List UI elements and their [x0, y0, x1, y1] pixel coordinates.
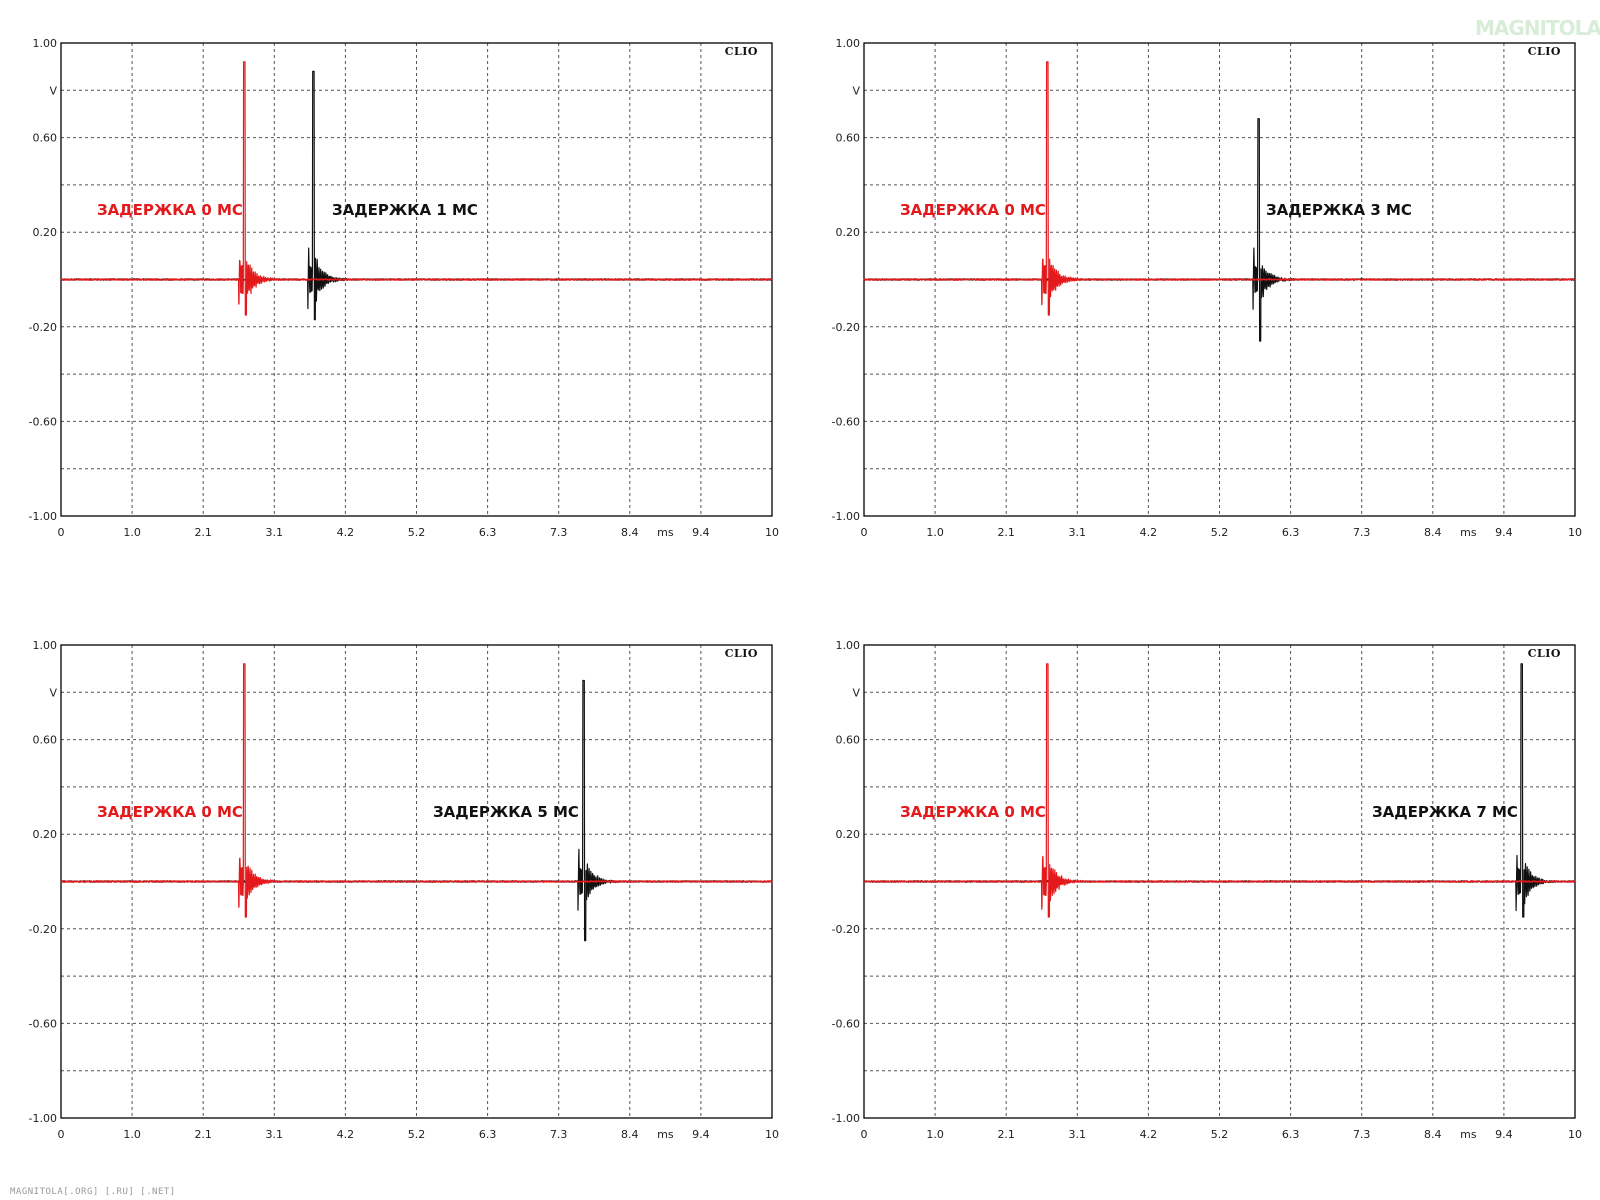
y-tick-label: 0.20	[33, 226, 58, 239]
x-tick-label: 2.1	[997, 526, 1015, 539]
x-tick-label: 8.4	[621, 1128, 639, 1141]
y-tick-label: 0.20	[33, 828, 58, 841]
series-line-reference	[60, 663, 773, 918]
series-label-delayed: ЗАДЕРЖКА 7 МС	[1372, 803, 1518, 821]
y-tick-label: 1.00	[836, 37, 861, 50]
x-tick-label: 3.1	[1069, 1128, 1087, 1141]
y-tick-label: 0.20	[836, 828, 861, 841]
x-tick-label: 4.2	[337, 1128, 355, 1141]
y-tick-label: -0.60	[29, 1017, 57, 1030]
series-label-reference: ЗАДЕРЖКА 0 МС	[97, 803, 243, 821]
x-tick-label: 5.2	[1211, 526, 1229, 539]
y-tick-label: -0.60	[832, 1017, 860, 1030]
y-tick-label: -0.20	[29, 321, 57, 334]
y-axis-label: V	[852, 84, 860, 97]
series-line-reference	[60, 61, 773, 316]
series-label-reference: ЗАДЕРЖКА 0 МС	[900, 201, 1046, 219]
x-tick-label: 3.1	[266, 1128, 284, 1141]
x-tick-label: 6.3	[1282, 526, 1300, 539]
x-tick-label: 1.0	[123, 526, 141, 539]
x-tick-label: 6.3	[479, 526, 497, 539]
x-axis-label: ms	[1460, 1128, 1477, 1141]
x-tick-label: 5.2	[408, 1128, 426, 1141]
watermark-logo: MAGNITOLA	[1475, 16, 1600, 40]
series-line-reference	[863, 61, 1576, 316]
y-tick-label: 1.00	[33, 37, 58, 50]
x-tick-label: 2.1	[194, 526, 212, 539]
y-tick-label: -1.00	[29, 510, 57, 523]
x-tick-label: 5.2	[1211, 1128, 1229, 1141]
y-tick-label: 0.60	[836, 132, 861, 145]
y-tick-label: -1.00	[29, 1112, 57, 1125]
x-axis-label: ms	[1460, 526, 1477, 539]
x-tick-label: 8.4	[621, 526, 639, 539]
series-label-delayed: ЗАДЕРЖКА 1 МС	[332, 201, 478, 219]
y-axis-label: V	[49, 84, 57, 97]
y-tick-label: 0.60	[33, 132, 58, 145]
x-tick-label: 7.3	[1353, 526, 1371, 539]
x-tick-label: 10	[1568, 526, 1582, 539]
x-tick-label: 4.2	[1140, 1128, 1158, 1141]
x-tick-label: 10	[765, 1128, 779, 1141]
x-tick-label: 7.3	[550, 1128, 568, 1141]
y-tick-label: -0.20	[29, 923, 57, 936]
x-tick-label: 9.4	[1495, 526, 1513, 539]
x-tick-label: 9.4	[692, 1128, 710, 1141]
y-tick-label: 0.20	[836, 226, 861, 239]
clio-brand-label: CLIO	[1528, 647, 1561, 660]
x-tick-label: 9.4	[692, 526, 710, 539]
x-tick-label: 2.1	[997, 1128, 1015, 1141]
y-tick-label: 1.00	[836, 639, 861, 652]
series-label-reference: ЗАДЕРЖКА 0 МС	[97, 201, 243, 219]
y-tick-label: -1.00	[832, 1112, 860, 1125]
y-tick-label: -0.20	[832, 923, 860, 936]
y-tick-label: 1.00	[33, 639, 58, 652]
x-tick-label: 7.3	[1353, 1128, 1371, 1141]
x-tick-label: 10	[1568, 1128, 1582, 1141]
y-axis-label: V	[49, 686, 57, 699]
y-tick-label: 0.60	[836, 734, 861, 747]
y-tick-label: -0.60	[29, 415, 57, 428]
footer-watermark: MAGNITOLA[.ORG] [.RU] [.NET]	[10, 1187, 176, 1197]
clio-brand-label: CLIO	[1528, 45, 1561, 58]
x-tick-label: 8.4	[1424, 526, 1442, 539]
x-axis-label: ms	[657, 526, 674, 539]
series-line-reference	[863, 663, 1576, 918]
x-tick-label: 8.4	[1424, 1128, 1442, 1141]
y-tick-label: -0.60	[832, 415, 860, 428]
x-tick-label: 5.2	[408, 526, 426, 539]
x-axis-label: ms	[657, 1128, 674, 1141]
x-tick-label: 4.2	[1140, 526, 1158, 539]
series-label-reference: ЗАДЕРЖКА 0 МС	[900, 803, 1046, 821]
x-tick-label: 6.3	[479, 1128, 497, 1141]
x-tick-label: 1.0	[926, 1128, 944, 1141]
clio-brand-label: CLIO	[725, 647, 758, 660]
x-tick-label: 0	[861, 526, 868, 539]
y-tick-label: -0.20	[832, 321, 860, 334]
clio-brand-label: CLIO	[725, 45, 758, 58]
x-tick-label: 1.0	[123, 1128, 141, 1141]
x-tick-label: 9.4	[1495, 1128, 1513, 1141]
x-tick-label: 0	[861, 1128, 868, 1141]
x-tick-label: 4.2	[337, 526, 355, 539]
x-tick-label: 3.1	[266, 526, 284, 539]
y-axis-label: V	[852, 686, 860, 699]
x-tick-label: 6.3	[1282, 1128, 1300, 1141]
x-tick-label: 2.1	[194, 1128, 212, 1141]
x-tick-label: 3.1	[1069, 526, 1087, 539]
x-tick-label: 0	[58, 1128, 65, 1141]
y-tick-label: 0.60	[33, 734, 58, 747]
y-tick-label: -1.00	[832, 510, 860, 523]
x-tick-label: 0	[58, 526, 65, 539]
series-label-delayed: ЗАДЕРЖКА 5 МС	[433, 803, 579, 821]
x-tick-label: 1.0	[926, 526, 944, 539]
x-tick-label: 10	[765, 526, 779, 539]
series-label-delayed: ЗАДЕРЖКА 3 МС	[1266, 201, 1412, 219]
x-tick-label: 7.3	[550, 526, 568, 539]
